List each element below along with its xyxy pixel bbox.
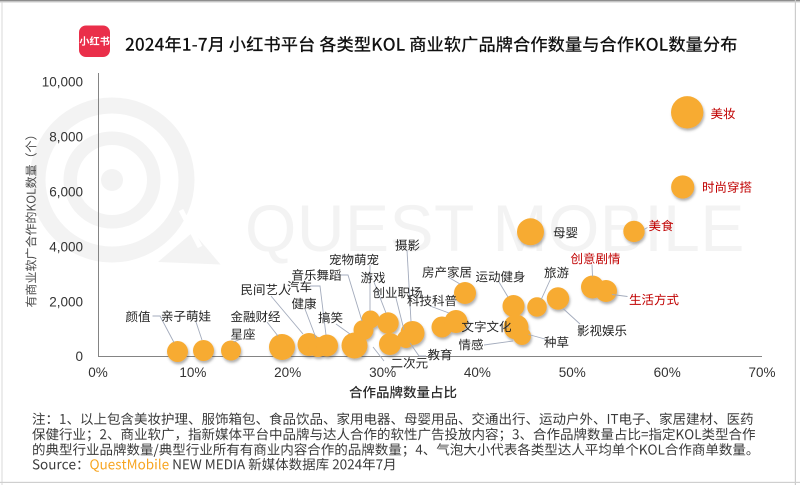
svg-text:0%: 0% xyxy=(88,365,108,380)
svg-text:70%: 70% xyxy=(748,365,775,380)
svg-text:50%: 50% xyxy=(559,365,586,380)
svg-text:6,000: 6,000 xyxy=(49,185,83,200)
svg-text:10%: 10% xyxy=(179,365,206,380)
svg-text:8,000: 8,000 xyxy=(49,130,83,145)
svg-text:40%: 40% xyxy=(464,365,491,380)
svg-text:2,000: 2,000 xyxy=(49,294,83,309)
svg-text:20%: 20% xyxy=(274,365,301,380)
svg-text:4,000: 4,000 xyxy=(49,239,83,254)
svg-text:30%: 30% xyxy=(369,365,396,380)
svg-text:QUEST MOBILE: QUEST MOBILE xyxy=(245,191,745,265)
svg-text:60%: 60% xyxy=(654,365,681,380)
svg-text:10,000: 10,000 xyxy=(42,75,83,90)
svg-text:0: 0 xyxy=(75,349,83,364)
